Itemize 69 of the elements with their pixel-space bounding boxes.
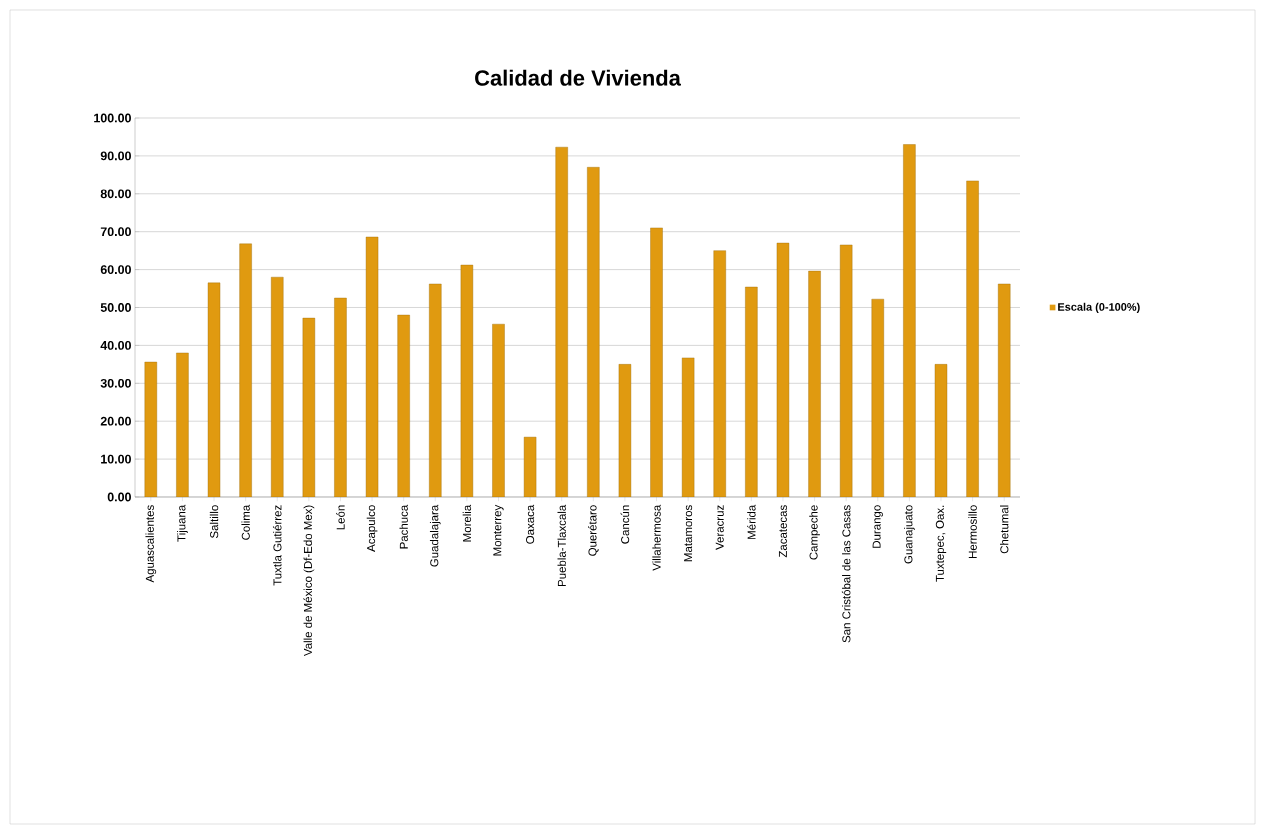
- x-tick-label: Zacatecas: [778, 505, 787, 558]
- bar: [271, 276, 284, 497]
- bar: [713, 250, 726, 497]
- bar: [302, 317, 316, 497]
- x-tick-label: Colima: [241, 504, 250, 540]
- y-tick-label: 40.00: [100, 341, 131, 350]
- x-tick-label: Chetumal: [1000, 505, 1009, 554]
- y-tick-label: 10.00: [101, 454, 131, 464]
- bar: [239, 243, 252, 497]
- bar: [492, 323, 505, 497]
- x-tick-label: Puebla-Tlaxcala: [557, 504, 566, 586]
- x-tick-label: Guanajuato: [904, 505, 915, 564]
- x-tick-label: Tuxtla Gutiérrez: [272, 505, 282, 586]
- bar: [998, 283, 1011, 497]
- bar: [966, 180, 979, 497]
- y-tick-label: 70.00: [100, 227, 131, 237]
- x-tick-label: León: [336, 505, 345, 530]
- y-tick-label: 50.00: [100, 303, 131, 312]
- bar: [144, 361, 157, 497]
- x-tick-label: Pachuca: [399, 504, 408, 549]
- x-tick-label: Durango: [872, 505, 883, 548]
- x-tick-label: Guadalajara: [429, 504, 441, 567]
- bar: [745, 286, 758, 497]
- x-tick-label: Campeche: [809, 505, 820, 560]
- x-tick-label: Oaxaca: [526, 504, 535, 544]
- x-tick-label: Morelia: [462, 504, 472, 542]
- y-tick-label: 90.00: [100, 151, 131, 161]
- bar: [334, 297, 347, 497]
- x-tick-label: San Cristóbal de las Casas: [841, 505, 851, 643]
- x-tick-label: Matamoros: [684, 505, 693, 562]
- x-tick-label: Saltillo: [209, 505, 219, 538]
- bar: [587, 167, 600, 497]
- y-tick-label: 100.00: [94, 113, 131, 123]
- y-tick-label: 60.00: [100, 265, 131, 275]
- bar: [207, 282, 221, 497]
- x-tick-label: Aguascalientes: [145, 505, 157, 583]
- bar: [397, 314, 410, 497]
- bar: [365, 236, 379, 497]
- chart-title: Calidad de Vivienda: [475, 69, 681, 86]
- bar: [934, 364, 948, 497]
- x-tick-label: Villahermosa: [652, 504, 661, 571]
- bar: [429, 283, 442, 497]
- bar: [903, 144, 916, 497]
- x-tick-label: Monterrey: [493, 504, 504, 556]
- y-tick-label: 0.00: [107, 492, 131, 502]
- bar: [176, 352, 189, 497]
- y-tick-label: 20.00: [100, 416, 131, 426]
- bar: [681, 357, 695, 497]
- bar: [460, 264, 474, 497]
- x-tick-label: Mérida: [747, 504, 756, 539]
- bar: [650, 227, 663, 497]
- bar: [871, 298, 884, 497]
- x-tick-label: Valle de México (Df-Edo Mex): [303, 505, 315, 657]
- bar: [776, 242, 790, 497]
- bar: [555, 146, 568, 497]
- bar: [618, 364, 632, 497]
- y-tick-label: 80.00: [100, 189, 131, 199]
- x-tick-label: Acapulco: [366, 505, 378, 552]
- bar: [839, 244, 853, 497]
- y-tick-label: 30.00: [100, 378, 131, 388]
- x-tick-label: Tijuana: [177, 504, 188, 542]
- x-tick-label: Veracruz: [715, 505, 724, 550]
- legend-label: Escala (0-100%): [1058, 302, 1140, 313]
- x-tick-label: Cancún: [620, 505, 630, 544]
- bar: [523, 436, 537, 497]
- x-tick-label: Querétaro: [588, 505, 599, 556]
- bar: [808, 270, 821, 497]
- x-tick-label: Hermosillo: [968, 505, 977, 558]
- x-tick-label: Tuxtepec, Oax.: [935, 505, 947, 582]
